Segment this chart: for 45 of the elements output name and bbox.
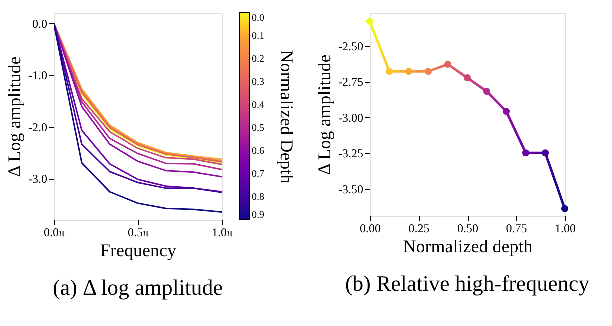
point (386, 68, 394, 76)
point (444, 60, 452, 68)
point (561, 205, 569, 212)
x-tick-label: 0.75 (506, 222, 528, 236)
x-tick-label: 0.5π (128, 226, 150, 240)
y-axis-title: Δ Log amplitude (4, 56, 25, 178)
color-bar-label: 0.8 (252, 192, 264, 203)
point (502, 108, 510, 116)
y-tick-label: -3.25 (338, 146, 364, 161)
text: (a) Δ log amplitude (53, 275, 223, 300)
color-bar-label: 0.4 (252, 100, 264, 111)
x-tick-label: 0.50 (458, 222, 478, 236)
y-tick-label: -3.0 (28, 172, 48, 186)
color-bar-label: 0.5 (252, 123, 264, 134)
point (522, 150, 530, 157)
color-bar-label: 0.3 (252, 77, 264, 88)
color-bar-label: 0.2 (252, 54, 264, 65)
x-axis-title: Normalized depth (403, 236, 533, 256)
y-tick-label: -3.00 (338, 110, 364, 125)
point (405, 68, 413, 76)
color-bar-label: 0.1 (252, 31, 264, 42)
y-tick-label: -3.50 (338, 182, 364, 196)
y-tick-label: -2.0 (28, 120, 48, 134)
x-axis-title: Frequency (100, 240, 176, 260)
color-bar-label: 0.9 (252, 210, 264, 221)
y-tick-label: 0.0 (32, 16, 48, 31)
y-axis-title: Δ Log amplitude (314, 54, 335, 176)
color-bar-label: 0.6 (252, 146, 264, 157)
y-tick-label: -2.50 (338, 39, 364, 54)
y-tick-label: -2.75 (338, 75, 364, 90)
x-tick-label: 0.0π (44, 226, 66, 240)
color-bar-label: 0.7 (252, 169, 264, 180)
point (542, 150, 550, 157)
x-tick-label: 1.0π (212, 226, 234, 240)
text: (b) Relative high-frequency (345, 271, 590, 296)
point (424, 68, 432, 76)
x-tick-label: 0.00 (360, 222, 381, 236)
point (366, 18, 374, 26)
y-tick-label: -1.0 (28, 68, 48, 83)
point (483, 88, 491, 96)
x-tick-label: 0.25 (408, 222, 430, 236)
x-tick-label: 1.00 (555, 222, 576, 236)
point (464, 74, 472, 82)
color-bar-label: 0.0 (252, 13, 264, 24)
color-bar-title: Normalized Depth (277, 50, 297, 184)
